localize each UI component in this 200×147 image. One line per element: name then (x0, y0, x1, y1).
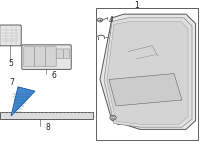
Polygon shape (100, 14, 196, 129)
Polygon shape (11, 87, 35, 116)
Text: 3: 3 (109, 32, 113, 41)
Polygon shape (107, 21, 188, 124)
Circle shape (97, 18, 103, 22)
Text: 6: 6 (52, 71, 56, 80)
Text: 2: 2 (117, 118, 121, 127)
FancyBboxPatch shape (22, 45, 71, 69)
Text: 1: 1 (135, 1, 139, 10)
Bar (0, 112, 93, 119)
FancyBboxPatch shape (24, 47, 35, 67)
FancyBboxPatch shape (45, 47, 56, 67)
FancyBboxPatch shape (35, 47, 45, 67)
Text: 4: 4 (109, 16, 113, 25)
Text: 7: 7 (10, 78, 14, 87)
Text: 5: 5 (9, 59, 13, 68)
Text: 8: 8 (46, 123, 50, 132)
Circle shape (110, 115, 116, 120)
FancyBboxPatch shape (63, 49, 70, 59)
Polygon shape (104, 18, 192, 127)
FancyBboxPatch shape (0, 25, 21, 46)
Bar (96, 8, 198, 140)
FancyBboxPatch shape (56, 49, 63, 59)
Polygon shape (109, 74, 182, 106)
Circle shape (111, 116, 115, 119)
